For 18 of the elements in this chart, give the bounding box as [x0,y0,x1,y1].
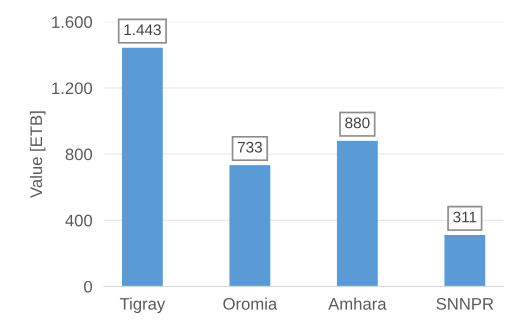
bar [444,234,486,286]
y-axis-title: Value [ETB] [30,111,46,198]
y-tick-label: 400 [65,214,92,226]
bar [122,48,163,286]
data-label: 1.443 [124,24,161,36]
y-tick-label: 1.200 [52,82,92,94]
x-tick-label: SNNPR [436,298,494,310]
x-tick-label: Oromia [223,298,278,310]
data-label: 733 [238,142,262,153]
x-tick-label: Tigray [120,298,166,314]
y-tick-label: 0 [84,280,92,293]
bar [336,140,378,286]
data-label: 880 [345,117,370,128]
bar [229,165,270,286]
data-label: 311 [453,212,476,222]
y-tick-label: 1.600 [52,16,92,28]
x-tick-label: Amhara [328,298,387,310]
y-tick-label: 800 [66,148,92,160]
